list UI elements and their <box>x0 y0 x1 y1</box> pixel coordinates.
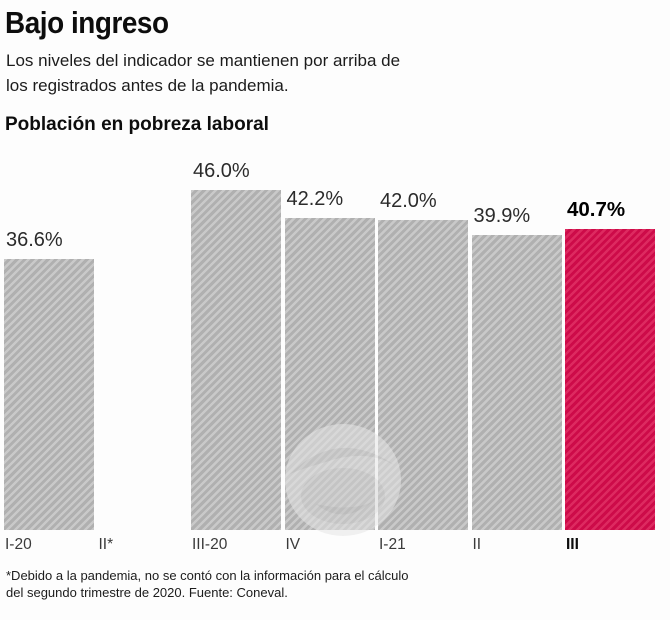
bar-iv <box>284 218 375 530</box>
chart-title: Población en pobreza laboral <box>5 114 269 135</box>
x-axis-label: III <box>566 536 579 553</box>
x-axis-label: IV <box>285 536 301 553</box>
page-title: Bajo ingreso <box>5 5 169 40</box>
bar-value-label: 42.2% <box>286 188 344 210</box>
page-subtitle: Los niveles del indicador se mantienen p… <box>6 51 401 95</box>
bar-ii <box>471 235 562 530</box>
x-axis: I-20 II* III-20 IV I-21 II III <box>0 536 670 558</box>
x-axis-label: III-20 <box>192 536 228 553</box>
bar-chart: 36.6% 46.0% 42.2% 42.0% 39.9% 40.7% <box>0 150 670 536</box>
bar-value-label: 40.7% <box>567 198 626 221</box>
bar-value-label: 42.0% <box>380 190 437 212</box>
x-axis-label: I-20 <box>5 536 32 553</box>
bar-value-label: 36.6% <box>6 229 63 251</box>
bar-value-label: 39.9% <box>473 205 531 227</box>
bar-iii <box>565 229 655 530</box>
bar-i-21 <box>378 220 468 530</box>
x-axis-label: I-21 <box>379 536 406 553</box>
bar-i-20 <box>4 259 94 530</box>
bar-iii-20 <box>191 190 281 530</box>
footnote: *Debido a la pandemia, no se contó con l… <box>6 568 409 601</box>
bar-value-label: 46.0% <box>193 160 250 182</box>
x-axis-label: II* <box>98 536 114 553</box>
x-axis-label: II <box>472 536 482 553</box>
